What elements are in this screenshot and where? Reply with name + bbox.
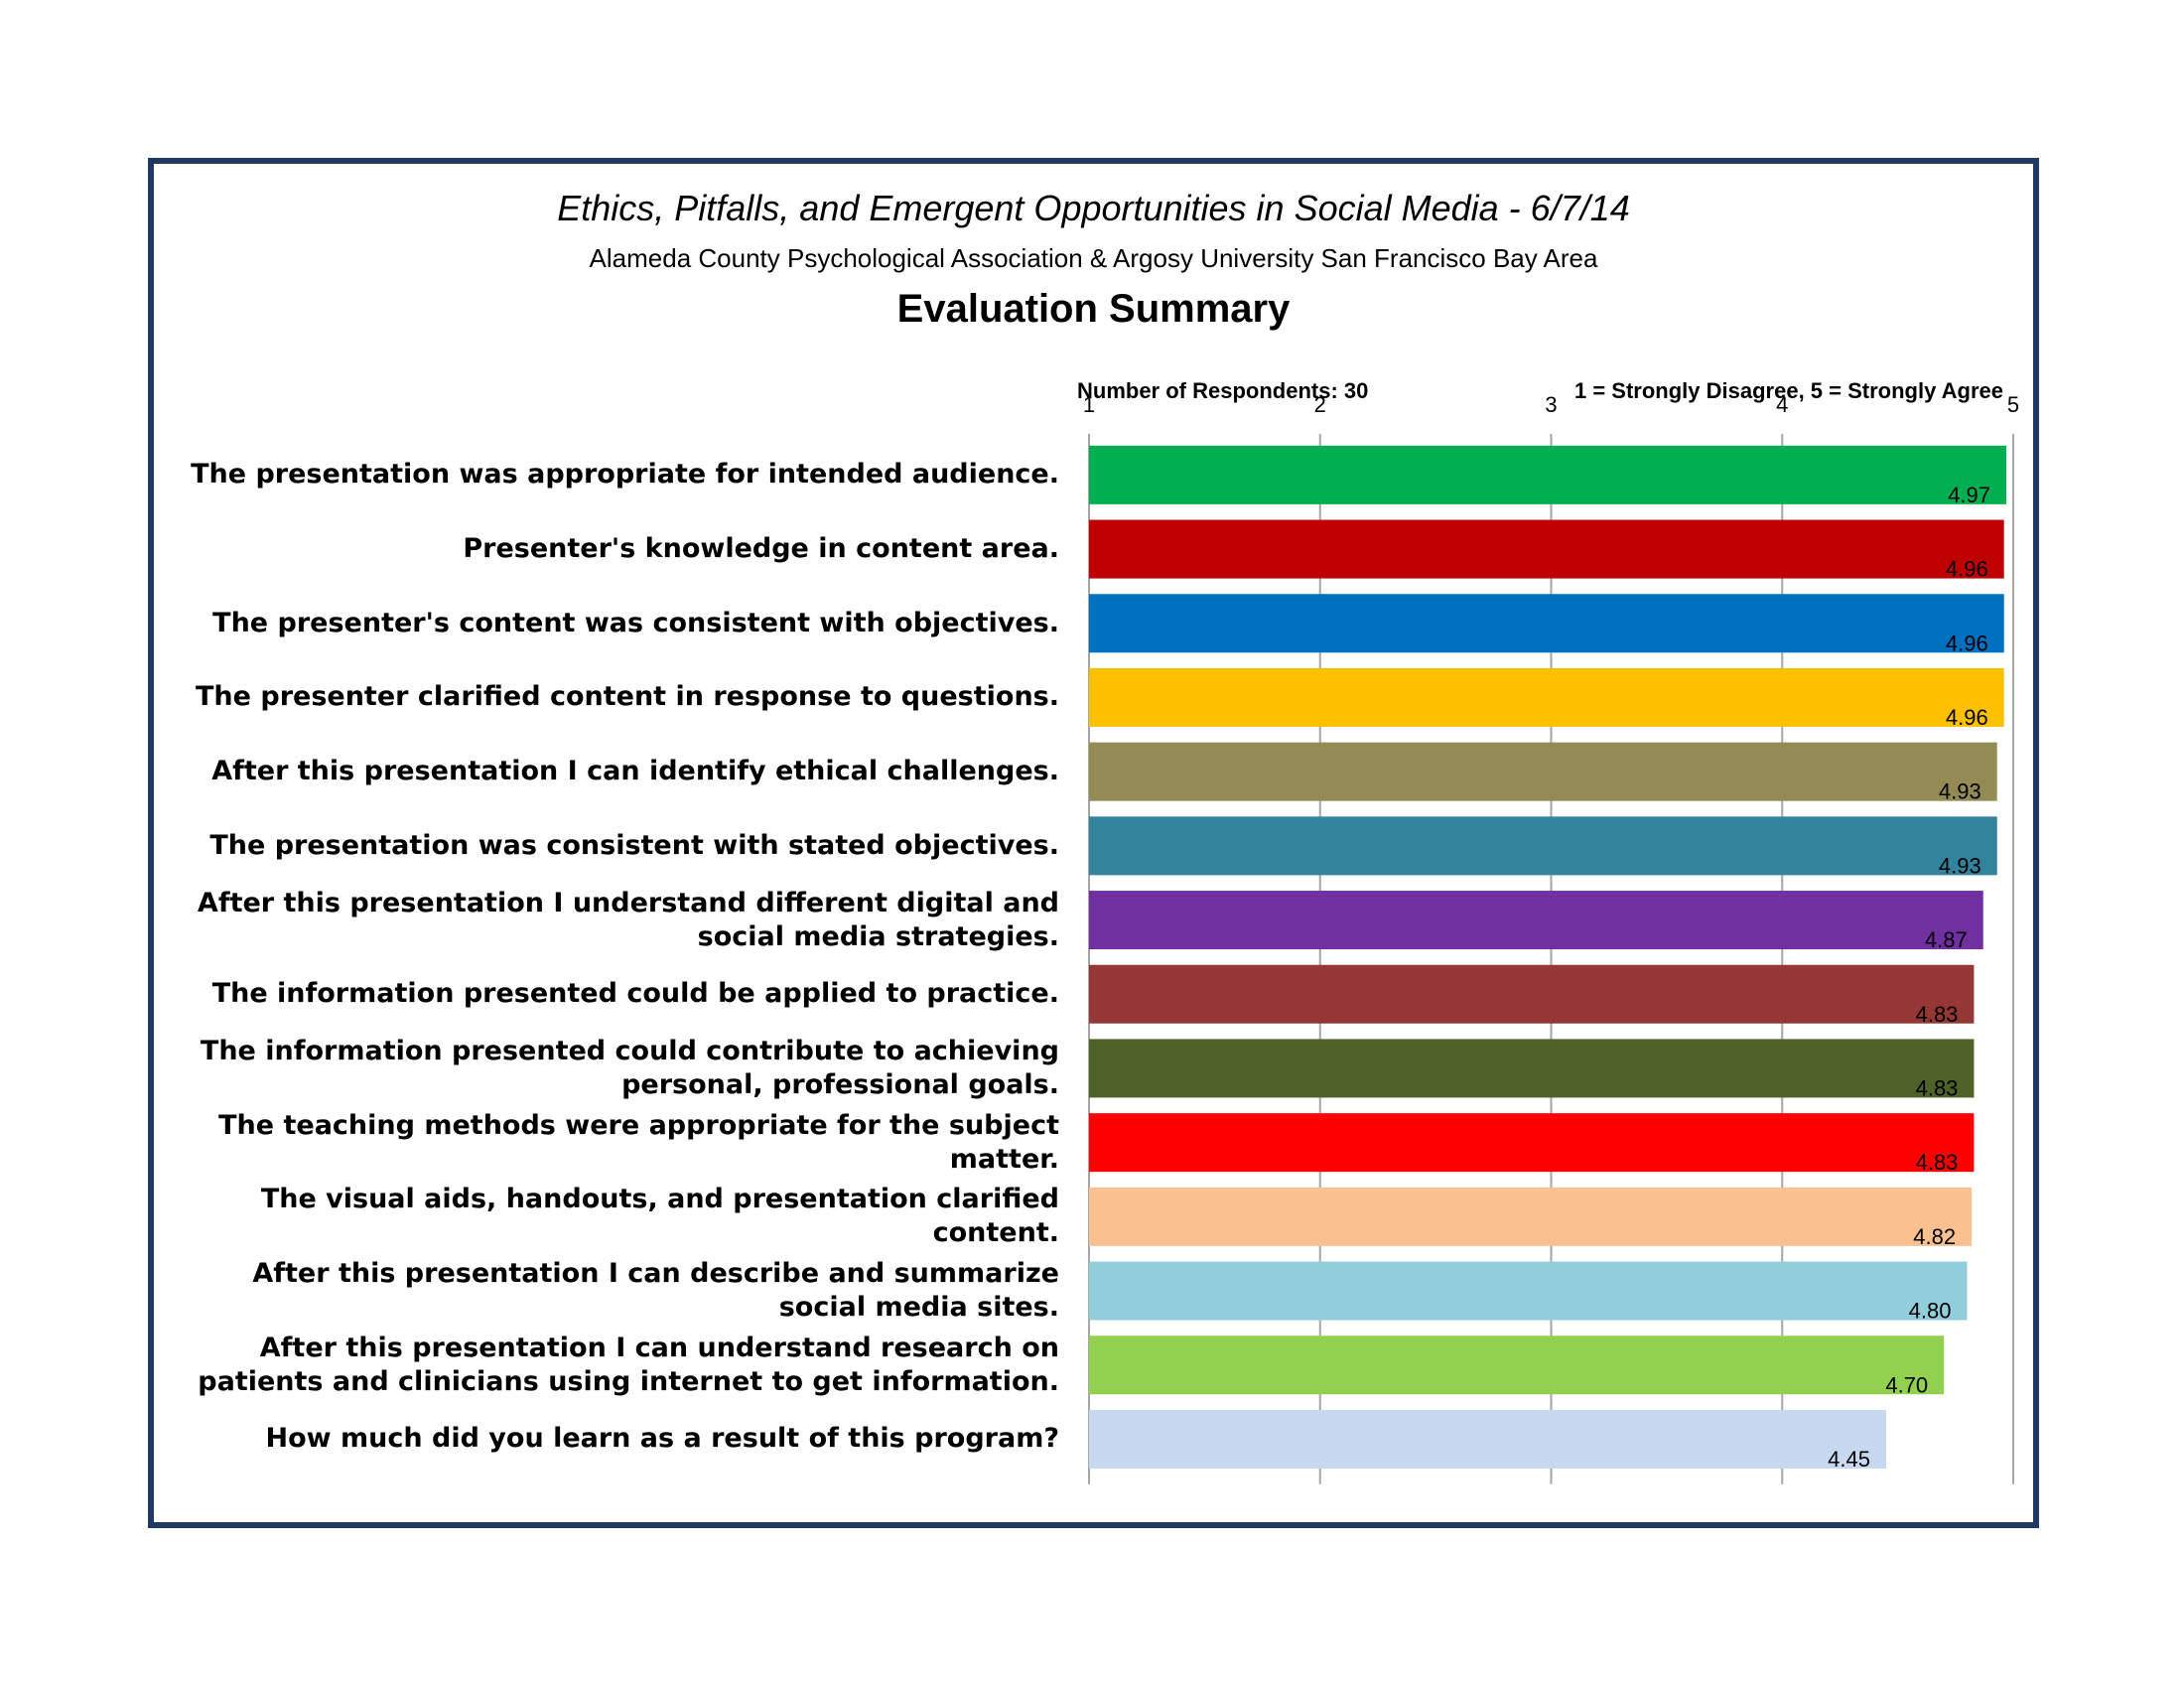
category-label: The presentation was consistent with sta… bbox=[209, 829, 1059, 861]
x-tick-label: 3 bbox=[1545, 392, 1557, 417]
bar bbox=[1089, 964, 1975, 1024]
bar bbox=[1089, 1187, 1973, 1246]
data-label: 4.70 bbox=[1885, 1372, 1928, 1397]
data-label: 4.93 bbox=[1939, 779, 1981, 804]
category-label: How much did you learn as a result of th… bbox=[265, 1423, 1059, 1455]
x-tick-label: 2 bbox=[1314, 392, 1326, 417]
bar bbox=[1089, 742, 1997, 801]
chart-title: Ethics, Pitfalls, and Emergent Opportuni… bbox=[557, 188, 1630, 228]
data-label: 4.96 bbox=[1946, 557, 1988, 582]
bar bbox=[1089, 1336, 1945, 1395]
category-label: The presenter's content was consistent w… bbox=[212, 607, 1059, 638]
data-label: 4.93 bbox=[1939, 853, 1981, 878]
data-label: 4.96 bbox=[1946, 705, 1988, 730]
data-label: 4.83 bbox=[1916, 1002, 1959, 1027]
bar bbox=[1089, 445, 2007, 504]
bar bbox=[1089, 1113, 1975, 1173]
category-label: The presenter clarified content in respo… bbox=[196, 681, 1059, 713]
category-label: The information presented could be appli… bbox=[211, 978, 1059, 1010]
category-label: The visual aids, handouts, and presentat… bbox=[260, 1184, 1059, 1249]
bar bbox=[1089, 816, 1997, 876]
data-label: 4.87 bbox=[1925, 927, 1968, 952]
bar-chart: 1 2 3 4 5 4.97 4.96 4.96 4.96 4.93 4.93 4.87 4.83 4.8… bbox=[1083, 392, 2019, 1484]
x-tick-label: 5 bbox=[2007, 392, 2019, 417]
bar bbox=[1089, 891, 1983, 950]
chart-frame: Ethics, Pitfalls, and Emergent Opportuni… bbox=[148, 158, 2039, 1528]
category-label: The teaching methods were appropriate fo… bbox=[218, 1109, 1059, 1175]
data-label: 4.83 bbox=[1916, 1075, 1959, 1100]
category-label: Presenter's knowledge in content area. bbox=[463, 533, 1059, 565]
bar bbox=[1089, 1261, 1968, 1321]
data-label: 4.83 bbox=[1916, 1150, 1959, 1175]
data-label: 4.82 bbox=[1913, 1224, 1956, 1249]
category-label: After this presentation I understand dif… bbox=[197, 887, 1059, 952]
category-label: The information presented could contribu… bbox=[200, 1035, 1059, 1100]
respondents-note: Number of Respondents: 30 bbox=[1077, 378, 1369, 403]
x-tick-label: 4 bbox=[1776, 392, 1788, 417]
x-tick-label: 1 bbox=[1083, 392, 1095, 417]
data-label: 4.45 bbox=[1828, 1447, 1870, 1472]
bar bbox=[1089, 594, 2004, 653]
bar bbox=[1089, 1039, 1975, 1098]
bar bbox=[1089, 519, 2004, 579]
data-label: 4.97 bbox=[1948, 483, 1990, 507]
data-label: 4.96 bbox=[1946, 631, 1988, 655]
bar bbox=[1089, 1409, 1886, 1469]
category-label: After this presentation I can identify e… bbox=[211, 756, 1059, 787]
scale-legend-note: 1 = Strongly Disagree, 5 = Strongly Agre… bbox=[1574, 378, 2003, 403]
chart-organizations: Alameda County Psychological Association… bbox=[589, 243, 1598, 273]
bar bbox=[1089, 667, 2004, 727]
data-label: 4.80 bbox=[1909, 1299, 1952, 1324]
category-label: After this presentation I can describe a… bbox=[252, 1258, 1059, 1324]
category-label: After this presentation I can understand… bbox=[198, 1332, 1059, 1397]
category-label: The presentation was appropriate for int… bbox=[191, 459, 1059, 491]
chart-subtitle: Evaluation Summary bbox=[896, 287, 1291, 331]
